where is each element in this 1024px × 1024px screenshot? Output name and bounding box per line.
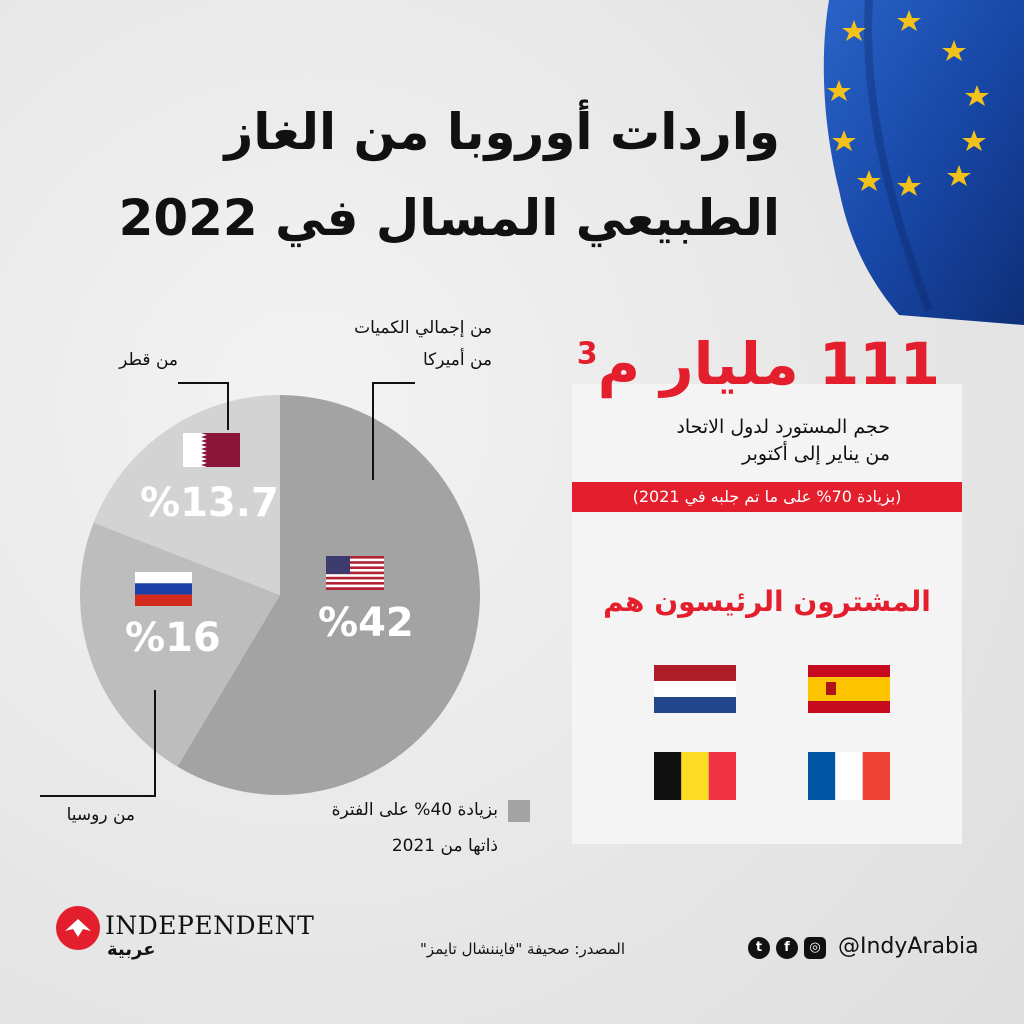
logo-text: INDEPENDENT: [105, 911, 315, 940]
spain-flag-icon: [808, 665, 890, 713]
label-us-line1: من إجمالي الكميات: [354, 318, 492, 338]
netherlands-flag-icon: [654, 665, 736, 713]
independent-logo: INDEPENDENT عربية: [55, 905, 314, 975]
us-flag-icon: [326, 556, 384, 590]
france-flag-icon: [808, 752, 890, 800]
belgium-flag-icon: [654, 752, 736, 800]
label-us-line2: من أميركا: [422, 350, 492, 370]
importers-title: المشترون الرئيسون هم: [603, 585, 931, 618]
stats-description: حجم المستورد لدول الاتحاد من يناير إلى أ…: [585, 414, 890, 468]
twitter-icon[interactable]: t: [748, 937, 770, 959]
big-number: 111 مليار م3: [572, 330, 940, 398]
pie-label-us: %42: [318, 600, 414, 646]
logo-subtext: عربية: [107, 939, 156, 960]
social-handle[interactable]: @IndyArabia: [838, 934, 979, 959]
label-russia: من روسيا: [66, 805, 135, 825]
desc-line2: من يناير إلى أكتوبر: [742, 443, 890, 465]
label-qatar: من قطر: [119, 350, 178, 370]
page-title-line1: واردات أوروبا من الغاز: [224, 103, 780, 161]
pie-chart: [79, 395, 481, 795]
increase-banner: (بزيادة 70% على ما تم جلبه في 2021): [572, 482, 962, 512]
page-title-line2: الطبيعي المسال في 2022: [118, 189, 780, 247]
desc-line1: حجم المستورد لدول الاتحاد: [676, 416, 890, 438]
qatar-flag-icon: [183, 433, 240, 467]
pie-label-russia: %16: [125, 615, 221, 661]
pie-label-qatar: %13.7: [140, 480, 279, 526]
legend-line2: ذاتها من 2021: [391, 836, 498, 856]
pie-slice-us: [177, 395, 481, 795]
facebook-icon[interactable]: f: [776, 937, 798, 959]
eu-flag-icon: [823, 0, 1024, 325]
eagle-logo-icon: [56, 906, 100, 950]
big-number-unit-sup: 3: [576, 336, 598, 372]
stats-card: [572, 384, 962, 844]
legend-line1: بزيادة 40% على الفترة: [331, 800, 498, 820]
big-number-value: 111 مليار م: [597, 330, 940, 398]
legend-swatch: [508, 800, 530, 822]
source-note: المصدر: صحيفة "فايننشال تايمز": [420, 940, 625, 958]
instagram-icon[interactable]: ◎: [804, 937, 826, 959]
russia-flag-icon: [135, 572, 192, 606]
